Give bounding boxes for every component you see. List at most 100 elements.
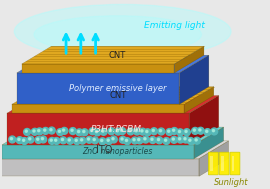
FancyBboxPatch shape <box>208 152 218 175</box>
Circle shape <box>158 128 165 135</box>
Circle shape <box>92 137 98 144</box>
Polygon shape <box>0 159 199 176</box>
Text: ITO: ITO <box>96 145 113 155</box>
Circle shape <box>151 128 157 135</box>
Text: Emitting light: Emitting light <box>144 21 205 30</box>
Circle shape <box>125 139 128 141</box>
Circle shape <box>194 137 200 144</box>
Circle shape <box>50 139 52 141</box>
Circle shape <box>73 138 80 145</box>
Circle shape <box>166 129 173 136</box>
Circle shape <box>204 129 211 136</box>
Circle shape <box>22 139 25 141</box>
Polygon shape <box>12 104 184 113</box>
Circle shape <box>61 138 63 141</box>
Ellipse shape <box>14 4 231 59</box>
Circle shape <box>189 139 191 141</box>
Bar <box>232 156 234 171</box>
Circle shape <box>185 130 187 132</box>
Circle shape <box>76 129 83 136</box>
Circle shape <box>172 138 174 140</box>
Circle shape <box>107 139 109 141</box>
Circle shape <box>182 136 189 143</box>
Polygon shape <box>22 46 204 64</box>
Circle shape <box>197 127 204 134</box>
Bar <box>210 156 213 171</box>
Polygon shape <box>179 55 209 104</box>
Circle shape <box>173 129 175 131</box>
Circle shape <box>89 128 96 135</box>
Circle shape <box>23 129 31 135</box>
Circle shape <box>48 127 55 134</box>
Circle shape <box>96 130 98 133</box>
Polygon shape <box>17 73 179 104</box>
Circle shape <box>171 128 178 134</box>
Circle shape <box>110 136 117 143</box>
Circle shape <box>42 127 49 134</box>
Circle shape <box>9 136 16 143</box>
Circle shape <box>33 130 35 132</box>
Text: CNT: CNT <box>110 91 127 100</box>
Circle shape <box>60 137 67 144</box>
Circle shape <box>134 128 140 135</box>
Circle shape <box>83 130 85 132</box>
Circle shape <box>27 136 34 143</box>
Circle shape <box>10 138 12 140</box>
Circle shape <box>157 139 160 141</box>
Circle shape <box>55 139 57 141</box>
Circle shape <box>168 130 170 132</box>
Circle shape <box>211 128 218 135</box>
Circle shape <box>18 138 20 140</box>
Circle shape <box>87 138 90 140</box>
Circle shape <box>131 137 138 144</box>
Circle shape <box>40 136 47 143</box>
Circle shape <box>93 139 95 141</box>
Circle shape <box>80 139 83 141</box>
Circle shape <box>133 139 135 141</box>
Circle shape <box>116 130 119 132</box>
Circle shape <box>44 129 46 131</box>
Circle shape <box>139 128 146 135</box>
Circle shape <box>178 130 181 133</box>
Circle shape <box>178 138 181 140</box>
Circle shape <box>195 139 197 141</box>
Circle shape <box>138 139 140 141</box>
Circle shape <box>146 130 148 132</box>
Polygon shape <box>12 87 214 104</box>
Polygon shape <box>194 127 224 159</box>
Circle shape <box>163 138 170 144</box>
Polygon shape <box>2 127 224 145</box>
Circle shape <box>183 129 190 136</box>
Circle shape <box>31 128 38 135</box>
Polygon shape <box>189 96 219 145</box>
Circle shape <box>91 129 93 132</box>
FancyBboxPatch shape <box>219 152 229 175</box>
Ellipse shape <box>34 16 201 53</box>
Circle shape <box>79 137 86 144</box>
Text: ZnO nanoparticles: ZnO nanoparticles <box>82 147 153 156</box>
Circle shape <box>62 129 65 131</box>
Circle shape <box>38 129 40 132</box>
Circle shape <box>121 138 123 140</box>
Circle shape <box>81 129 88 136</box>
Circle shape <box>164 139 167 141</box>
Circle shape <box>187 138 194 144</box>
Text: Polymer emissive layer: Polymer emissive layer <box>69 84 166 93</box>
Polygon shape <box>174 46 204 73</box>
Bar <box>221 156 224 171</box>
Circle shape <box>36 128 43 135</box>
Circle shape <box>135 130 137 132</box>
Polygon shape <box>2 145 194 159</box>
Circle shape <box>100 128 107 135</box>
Circle shape <box>21 138 28 144</box>
Polygon shape <box>7 113 189 145</box>
Circle shape <box>127 128 134 135</box>
Text: CNT: CNT <box>109 51 126 60</box>
Circle shape <box>149 137 156 143</box>
Circle shape <box>142 136 149 143</box>
Circle shape <box>177 136 184 143</box>
Circle shape <box>129 129 131 132</box>
Circle shape <box>102 130 104 132</box>
Circle shape <box>57 129 64 136</box>
Circle shape <box>159 130 161 132</box>
